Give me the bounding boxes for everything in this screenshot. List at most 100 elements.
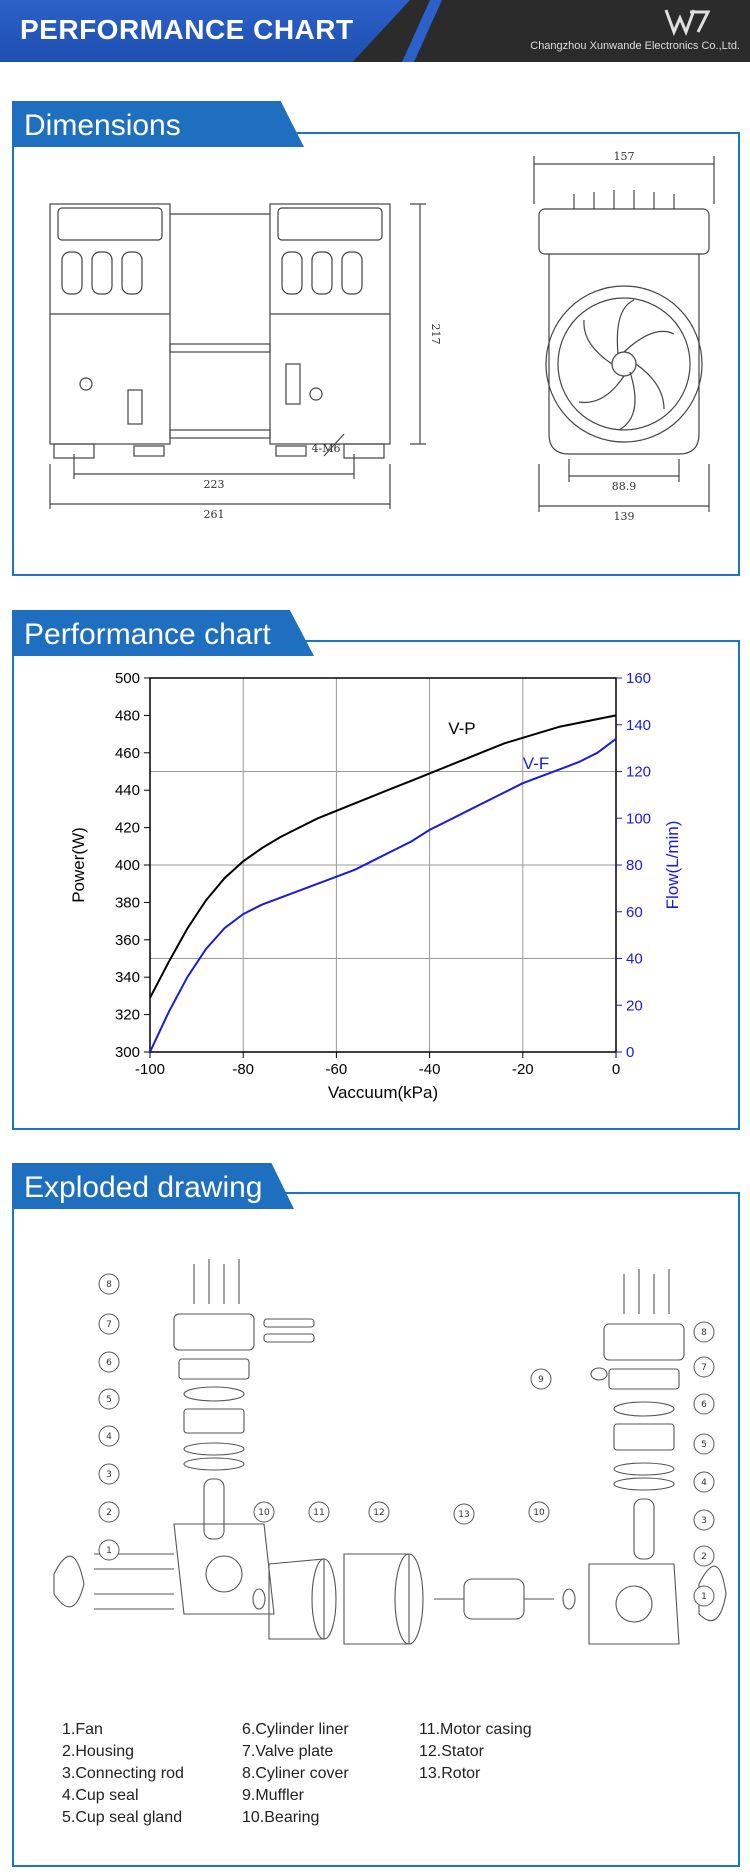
- side-head: [538, 208, 710, 255]
- callout-left-circle: [98, 1273, 120, 1295]
- part-label: 3.Connecting rod: [62, 1765, 184, 1782]
- y-right-tick-label: 120: [626, 764, 651, 781]
- y-left-tick-label: 380: [115, 894, 140, 911]
- callout-right-circle: [693, 1509, 715, 1531]
- performance-panel: -100 -80 -60 -40 -20 0 300 320 340 360 380 400 420 44…: [12, 640, 740, 1130]
- y-left-tick-label: 400: [115, 857, 140, 874]
- left-fan: [53, 1555, 85, 1608]
- parts-list-col3: 11.Motor casing 12.Stator 13.Rotor: [419, 1719, 532, 1785]
- callout-right-circle: [693, 1545, 715, 1567]
- front-left-block: [49, 203, 171, 445]
- part-label: 6.Cylinder liner: [242, 1721, 349, 1738]
- parts-list-col1: 1.Fan 2.Housing 3.Connecting rod 4.Cup s…: [62, 1719, 184, 1829]
- dimensions-panel: 261 223 217 4-M6 157 139 88.9: [12, 132, 740, 576]
- x-tick-label: -100: [135, 1061, 165, 1078]
- dim-side-hole: 88.9: [612, 480, 637, 493]
- callout-mid-circle: [308, 1501, 330, 1523]
- dim-front-hole-spacing: 223: [204, 478, 225, 491]
- callout-mid-label: 10: [533, 1508, 545, 1518]
- callout-right-label: 9: [538, 1375, 544, 1385]
- header-bar: PERFORMANCE CHART Changzhou Xunwande Ele…: [0, 0, 750, 62]
- part-label: 11.Motor casing: [419, 1721, 532, 1738]
- callout-left-label: 5: [106, 1395, 112, 1405]
- x-tick-label: -40: [419, 1061, 441, 1078]
- callout-left-circle: [98, 1351, 120, 1373]
- series-label-v-f: V-F: [523, 754, 549, 773]
- callout-right-circle: [693, 1393, 715, 1415]
- y-left-tick-label: 500: [115, 670, 140, 687]
- callout-mid-circle: [453, 1503, 475, 1525]
- part-label: 9.Muffler: [242, 1787, 304, 1804]
- right-fan: [698, 1565, 727, 1622]
- y-left-tick-label: 460: [115, 745, 140, 762]
- y-left-tick-label: 340: [115, 969, 140, 986]
- x-tick-label: -20: [512, 1061, 534, 1078]
- callout-right-circle: [693, 1321, 715, 1343]
- part-label: 2.Housing: [62, 1743, 135, 1760]
- callout-mid-label: 11: [313, 1508, 324, 1518]
- callout-right-label: 5: [701, 1440, 707, 1450]
- callout-left-label: 3: [106, 1470, 112, 1480]
- part-label: 8.Cyliner cover: [242, 1765, 349, 1782]
- company-logo-icon: [664, 9, 710, 36]
- callout-left-circle: [98, 1539, 120, 1561]
- callout-left-label: 7: [106, 1320, 112, 1330]
- tab-dimensions: Dimensions: [12, 101, 304, 147]
- part-label: 10.Bearing: [242, 1809, 320, 1826]
- y-right-tick-label: 160: [626, 670, 651, 687]
- x-tick-label: 0: [612, 1061, 620, 1078]
- callout-right-circle: [693, 1433, 715, 1455]
- callout-left-circle: [98, 1463, 120, 1485]
- y-right-tick-label: 100: [626, 810, 651, 827]
- callout-left-circle: [98, 1313, 120, 1335]
- callout-mid-circle: [253, 1501, 275, 1523]
- y-right-tick-label: 80: [626, 857, 643, 874]
- part-label: 1.Fan: [62, 1721, 103, 1738]
- page-title: PERFORMANCE CHART: [20, 14, 354, 45]
- section-title-performance: Performance chart: [24, 618, 271, 651]
- y-right-axis-label: Flow(L/min): [663, 821, 682, 910]
- callout-mid-label: 13: [458, 1510, 469, 1520]
- callout-right-label: 1: [701, 1592, 707, 1602]
- series-line-v-p: [149, 714, 617, 999]
- y-left-tick-label: 480: [115, 707, 140, 724]
- y-right-tick-label: 40: [626, 951, 643, 968]
- callout-right-label: 3: [701, 1516, 707, 1526]
- callout-right-label: 6: [701, 1400, 707, 1410]
- part-label: 5.Cup seal gland: [62, 1809, 183, 1826]
- callout-left-label: 8: [106, 1280, 112, 1290]
- tab-exploded: Exploded drawing: [12, 1163, 294, 1209]
- part-label: 4.Cup seal: [62, 1787, 139, 1804]
- callout-left-circle: [98, 1388, 120, 1410]
- callout-right-label: 2: [701, 1552, 707, 1562]
- right-cylinder-cover: [603, 1323, 685, 1361]
- title-block: [0, 0, 410, 62]
- callout-left-label: 6: [106, 1358, 112, 1368]
- y-left-tick-label: 420: [115, 820, 140, 837]
- left-housing: [173, 1523, 275, 1615]
- callout-mid-label: 12: [373, 1508, 384, 1518]
- left-cylinder-cover: [173, 1313, 255, 1351]
- dim-side-base: 139: [614, 510, 635, 523]
- callout-right-label: 7: [701, 1363, 707, 1373]
- section-title-dimensions: Dimensions: [24, 109, 181, 142]
- side-fan-circle: [545, 285, 703, 443]
- series-line-v-f: [149, 738, 617, 1053]
- callout-right-label: 4: [701, 1478, 707, 1488]
- dim-front-width: 261: [204, 508, 225, 521]
- parts-list-col2: 6.Cylinder liner 7.Valve plate 8.Cyliner…: [242, 1719, 349, 1829]
- header-stripe: [402, 0, 442, 62]
- part-label: 7.Valve plate: [242, 1743, 334, 1760]
- callout-mid-circle: [368, 1501, 390, 1523]
- section-title-exploded: Exploded drawing: [24, 1171, 263, 1204]
- callout-left-label: 4: [106, 1432, 112, 1442]
- company-name: Changzhou Xunwande Electronics Co.,Ltd.: [530, 40, 740, 52]
- x-tick-label: -80: [232, 1061, 254, 1078]
- dim-side-width: 157: [614, 150, 635, 163]
- callout-left-label: 1: [106, 1546, 112, 1556]
- y-right-tick-label: 20: [626, 997, 643, 1014]
- series-label-v-p: V-P: [448, 719, 475, 738]
- callout-left-circle: [98, 1425, 120, 1447]
- callout-mid-circle: [528, 1501, 550, 1523]
- part-label: 13.Rotor: [419, 1765, 481, 1782]
